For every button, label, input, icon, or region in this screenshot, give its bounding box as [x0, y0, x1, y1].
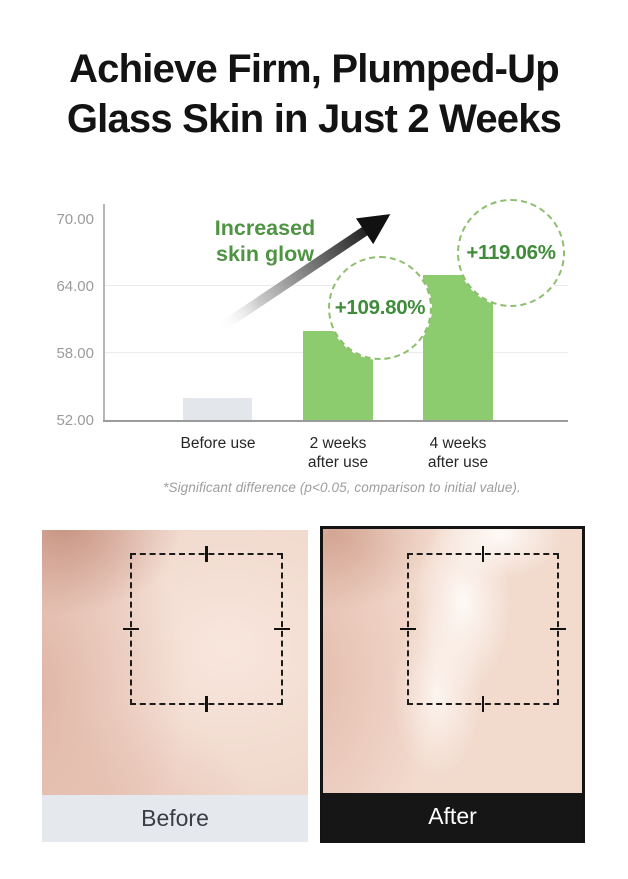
crop-tick-bottom-icon — [205, 696, 208, 712]
x-axis-label-2-weeks: 2 weeks after use — [307, 435, 369, 471]
trend-label: Increased skin glow — [214, 216, 316, 266]
crop-tick-right-icon — [274, 627, 290, 631]
increase-badge-2-weeks: +109.80% — [328, 256, 432, 360]
increase-badge-4-weeks-value: +119.06% — [466, 241, 556, 264]
y-axis-tick-52: 52.00 — [56, 412, 94, 429]
crop-tick-left-icon — [123, 627, 139, 631]
x-axis-label-before-use: Before use — [180, 435, 256, 452]
x-axis-label-4-weeks: 4 weeks after use — [427, 435, 489, 471]
after-panel: After — [320, 526, 585, 843]
bar-before-use — [183, 397, 252, 420]
bar-4-weeks-after-use — [423, 275, 493, 420]
after-crop-marker-square — [400, 546, 566, 712]
y-axis-tick-58: 58.00 — [56, 345, 94, 362]
crop-tick-left-icon — [400, 627, 416, 631]
crop-tick-top-icon — [481, 546, 485, 562]
after-label-bar: After — [323, 793, 582, 840]
before-label-bar: Before — [42, 795, 308, 842]
before-skin-photo — [42, 530, 308, 795]
significance-footnote: *Significant difference (p<0.05, compari… — [163, 480, 521, 495]
crop-tick-right-icon — [550, 627, 566, 631]
after-skin-photo — [323, 529, 582, 793]
y-axis-tick-70: 70.00 — [56, 211, 94, 228]
before-crop-marker-square — [123, 546, 290, 712]
y-axis-tick-64: 64.00 — [56, 278, 94, 295]
y-axis-line — [103, 204, 105, 421]
page-title-line-1: Achieve Firm, Plumped-Up — [69, 47, 560, 91]
crop-tick-top-icon — [205, 546, 208, 562]
after-label: After — [428, 803, 477, 829]
page-title-line-2: Glass Skin in Just 2 Weeks — [66, 97, 562, 141]
crop-tick-bottom-icon — [481, 696, 485, 712]
x-axis-line — [103, 420, 568, 422]
trend-arrow-icon — [217, 214, 391, 333]
increase-badge-4-weeks: +119.06% — [457, 199, 565, 307]
before-label: Before — [141, 805, 209, 831]
before-panel: Before — [42, 530, 308, 842]
increase-badge-2-weeks-value: +109.80% — [334, 296, 426, 319]
page-title: Achieve Firm, Plumped-Up Glass Skin in J… — [0, 44, 628, 144]
